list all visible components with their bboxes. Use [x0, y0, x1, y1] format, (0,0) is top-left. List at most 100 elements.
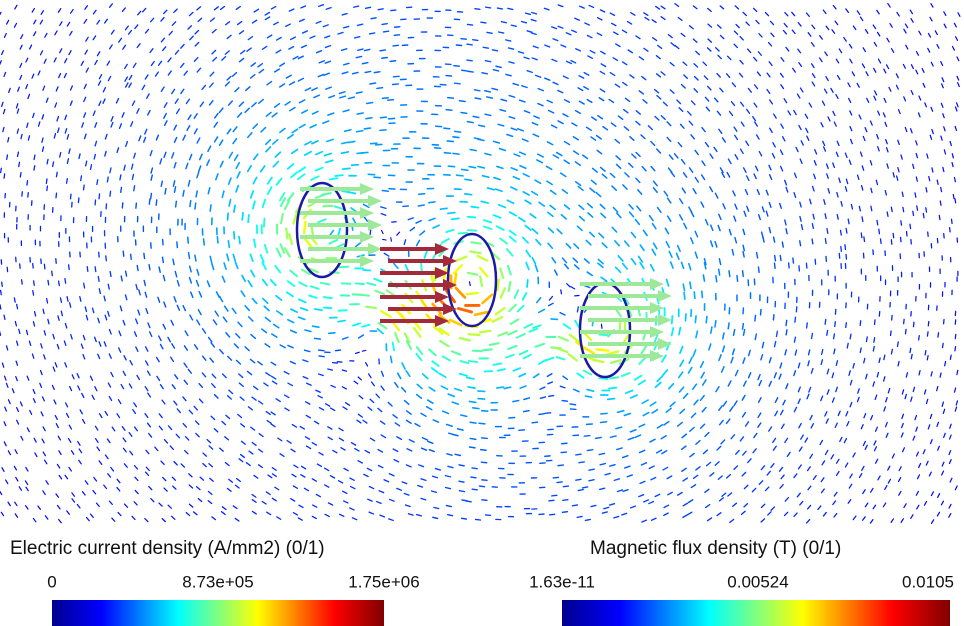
field-arrow [32, 290, 35, 296]
field-arrow [704, 431, 710, 438]
field-arrow [445, 423, 453, 427]
field-arrow [82, 334, 86, 341]
field-arrow [725, 73, 731, 79]
field-arrow [446, 140, 455, 143]
field-arrow [651, 248, 657, 256]
field-arrow [886, 211, 889, 218]
field-arrow [805, 322, 808, 329]
field-arrow [577, 488, 584, 492]
field-arrow [683, 222, 688, 230]
field-arrow [665, 407, 672, 413]
field-arrow [180, 88, 185, 95]
field-arrow [725, 473, 732, 479]
field-arrow [5, 479, 9, 485]
field-arrow [556, 347, 569, 354]
field-arrow [361, 323, 371, 328]
field-arrow [123, 355, 127, 361]
field-arrow [106, 60, 111, 66]
field-arrow [560, 451, 568, 454]
field-arrow [704, 96, 710, 102]
field-arrow [634, 434, 642, 439]
field-arrow [839, 229, 842, 236]
field-arrow [221, 275, 226, 283]
field-arrow [311, 478, 318, 482]
field-arrow [311, 110, 319, 115]
field-arrow [183, 379, 189, 385]
field-arrow [366, 467, 373, 472]
field-arrow [338, 265, 350, 269]
field-arrow [522, 190, 530, 196]
field-arrow [223, 305, 229, 312]
field-arrow [689, 452, 695, 458]
field-arrow [689, 426, 695, 432]
field-arrow [1, 362, 5, 368]
field-arrow [41, 137, 44, 143]
field-arrow [856, 10, 861, 16]
field-arrow [571, 122, 578, 127]
field-arrow [824, 318, 827, 325]
field-arrow [859, 151, 863, 157]
field-arrow [756, 71, 762, 77]
field-arrow [466, 271, 479, 276]
field-arrow [43, 58, 47, 64]
field-arrow [944, 360, 947, 367]
field-arrow [768, 226, 772, 234]
field-arrow [283, 394, 290, 399]
field-arrow [772, 313, 775, 321]
field-arrow [0, 511, 5, 517]
field-arrow [196, 6, 202, 11]
field-arrow [869, 518, 874, 524]
field-arrow [240, 440, 246, 445]
field-arrow [787, 110, 792, 116]
field-arrow [783, 511, 789, 517]
field-arrow [59, 48, 63, 54]
field-arrow [183, 70, 188, 76]
field-arrow [848, 97, 852, 104]
field-arrow [175, 108, 180, 115]
field-arrow [206, 438, 212, 444]
field-arrow [629, 428, 637, 433]
field-arrow [849, 138, 853, 145]
field-arrow [793, 473, 798, 479]
field-arrow [767, 511, 772, 516]
field-arrow [660, 16, 666, 21]
field-arrow [784, 349, 788, 356]
field-arrow [383, 479, 390, 483]
field-arrow [546, 373, 553, 378]
field-arrow [599, 9, 606, 13]
field-arrow [530, 190, 539, 196]
field-arrow [160, 86, 165, 92]
field-arrow [715, 385, 720, 393]
field-arrow [741, 394, 746, 401]
field-arrow [69, 30, 73, 36]
field-arrow [492, 214, 502, 219]
field-arrow [563, 263, 570, 270]
field-arrow [64, 128, 68, 134]
field-arrow [432, 224, 441, 229]
field-arrow [835, 151, 839, 158]
field-arrow [909, 9, 914, 15]
field-arrow [304, 401, 311, 405]
field-arrow [238, 57, 245, 63]
field-arrow [882, 112, 886, 118]
field-arrow [922, 82, 926, 88]
field-arrow [610, 22, 617, 27]
field-arrow [531, 121, 539, 126]
field-arrow [0, 330, 2, 336]
field-arrow [799, 240, 802, 247]
field-arrow [551, 256, 557, 264]
field-arrow [887, 478, 892, 484]
field-arrow [438, 372, 447, 379]
field-arrow [249, 253, 254, 263]
field-arrow [940, 83, 944, 89]
field-arrow [45, 178, 48, 185]
legend-tick: 0.00524 [727, 572, 788, 591]
field-arrow [548, 513, 556, 516]
field-arrow [584, 22, 591, 26]
field-arrow [169, 356, 175, 363]
field-arrow [134, 489, 139, 495]
field-arrow [283, 370, 290, 375]
field-arrow [884, 121, 888, 127]
field-arrow [719, 5, 725, 10]
field-arrow [396, 372, 402, 380]
